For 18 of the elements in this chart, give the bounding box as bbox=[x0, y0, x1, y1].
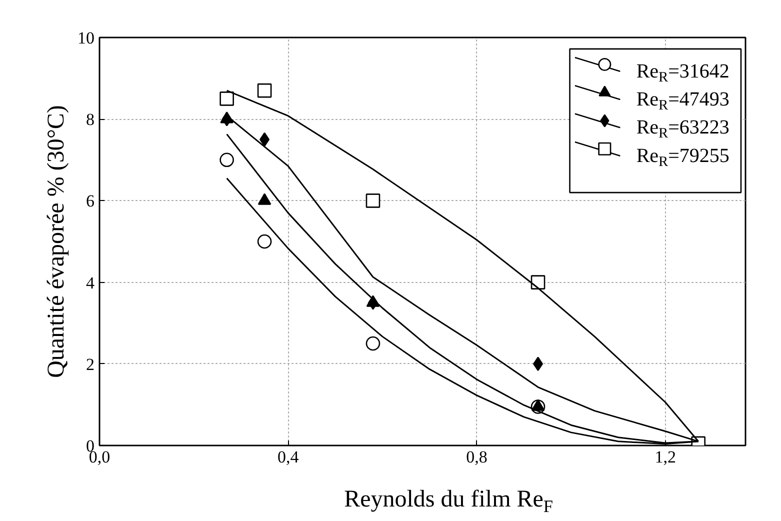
y-tick-label: 2 bbox=[86, 354, 94, 374]
x-tick-label: 0,4 bbox=[277, 448, 300, 466]
point bbox=[260, 132, 270, 147]
point bbox=[220, 92, 234, 106]
y-tick-label: 4 bbox=[86, 273, 95, 292]
y-tick-label: 6 bbox=[86, 192, 94, 211]
x-tick-label: 1,2 bbox=[654, 448, 676, 466]
x-tick-label: 0,8 bbox=[466, 448, 488, 466]
point bbox=[366, 194, 380, 208]
point bbox=[257, 234, 272, 249]
point bbox=[533, 356, 544, 372]
point bbox=[220, 152, 234, 168]
y-tick-label: 10 bbox=[78, 28, 94, 48]
point bbox=[257, 83, 272, 98]
point bbox=[366, 336, 380, 351]
y-axis-title: Quantité évaporée % (30°C) bbox=[44, 105, 70, 378]
y-tick-label: 8 bbox=[86, 110, 94, 130]
point bbox=[530, 275, 546, 290]
